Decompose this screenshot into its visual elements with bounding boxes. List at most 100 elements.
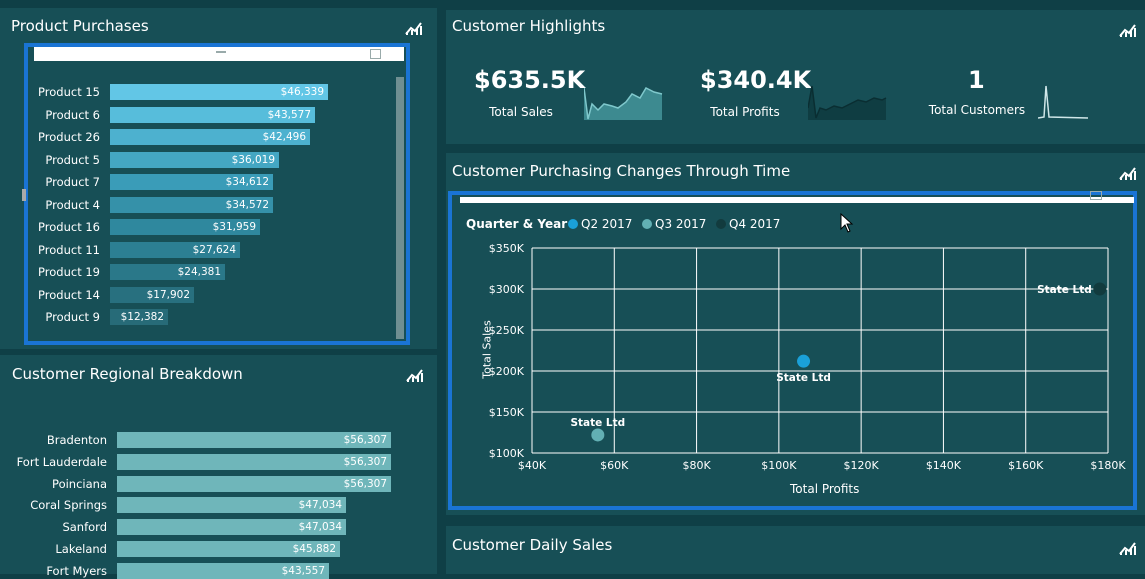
- total-profits-value: $340.4K: [700, 66, 812, 94]
- more-options-icon[interactable]: [216, 51, 226, 53]
- x-tick-label: $100K: [761, 459, 797, 472]
- bar-value-label: $45,882: [292, 543, 336, 555]
- bar[interactable]: [117, 497, 346, 514]
- legend-label: Q3 2017: [655, 217, 707, 231]
- customer-highlights-title: Customer Highlights: [452, 17, 606, 35]
- analytics-icon[interactable]: [1118, 22, 1138, 38]
- bar-value-label: $17,902: [146, 288, 190, 301]
- bar-category-label: Product 9: [45, 310, 100, 324]
- product-purchases-panel: Product Purchases Product 15 $46,339 Produ…: [0, 8, 437, 349]
- y-tick-label: $200K: [489, 365, 525, 378]
- purchasing-changes-visual[interactable]: [448, 191, 1137, 510]
- bar-category-label: Product 6: [45, 107, 100, 122]
- legend-item-q2[interactable]: [568, 219, 578, 229]
- bar[interactable]: [117, 475, 391, 492]
- bar-category-label: Product 26: [38, 130, 100, 144]
- bar-value-label: $47,034: [298, 521, 342, 534]
- bar-category-label: Sanford: [62, 520, 107, 535]
- scrollbar[interactable]: [396, 77, 404, 339]
- bar-category-label: Product 7: [45, 175, 100, 189]
- scatter-point-label: State Ltd: [1037, 284, 1092, 296]
- total-profits-sparkline: [808, 85, 887, 120]
- bar[interactable]: [117, 519, 346, 536]
- bar[interactable]: [110, 84, 328, 100]
- bar-value-label: $47,034: [298, 499, 342, 512]
- bar[interactable]: [110, 151, 279, 168]
- focus-mode-icon[interactable]: [1090, 191, 1102, 200]
- x-tick-label: $40K: [518, 459, 547, 472]
- x-tick-label: $140K: [926, 459, 962, 472]
- legend-item-q3[interactable]: [642, 219, 652, 229]
- bar-category-label: Product 16: [38, 220, 100, 234]
- bar[interactable]: [117, 432, 391, 448]
- analytics-icon[interactable]: [404, 20, 424, 36]
- bar[interactable]: [110, 174, 273, 190]
- visual-header-bar: [460, 197, 1134, 203]
- legend-label: Q2 2017: [581, 217, 633, 231]
- bar-category-label: Fort Lauderdale: [16, 454, 107, 469]
- daily-sales-title: Customer Daily Sales: [452, 536, 613, 554]
- bar[interactable]: [117, 541, 340, 557]
- bar[interactable]: [110, 309, 168, 325]
- bar[interactable]: [110, 129, 310, 145]
- bar-value-label: $36,019: [231, 153, 275, 166]
- focus-mode-icon[interactable]: [370, 49, 381, 59]
- total-customers-sparkline: [1038, 85, 1089, 119]
- bar-value-label: $27,624: [192, 243, 236, 256]
- scatter-chart[interactable]: $40K $60K $80K $100K $120K $140K $160K $180K $10…: [446, 153, 1145, 515]
- bar[interactable]: [110, 219, 260, 235]
- bar-value-label: $34,612: [225, 176, 269, 188]
- bar-category-label: Lakeland: [55, 542, 107, 556]
- bar-category-label: Product 4: [45, 197, 100, 212]
- bar-value-label: $42,496: [262, 131, 306, 143]
- bar[interactable]: [110, 286, 194, 303]
- total-customers-label: Total Customers: [928, 103, 1026, 117]
- scatter-point[interactable]: [1093, 282, 1107, 296]
- visual-header-bar: [34, 47, 404, 61]
- bar-category-label: Product 5: [45, 152, 100, 167]
- legend-title: Quarter & Year: [466, 217, 568, 231]
- total-customers-value: 1: [968, 66, 985, 94]
- y-tick-label: $100K: [489, 447, 525, 460]
- bar-category-label: Product 15: [38, 85, 100, 99]
- bar[interactable]: [110, 106, 315, 123]
- x-tick-label: $160K: [1008, 459, 1044, 472]
- bar-value-label: $43,557: [281, 564, 325, 577]
- analytics-icon[interactable]: [405, 367, 425, 383]
- total-sales-value: $635.5K: [474, 66, 586, 94]
- mouse-cursor-icon: [840, 213, 854, 233]
- scatter-point[interactable]: [591, 428, 605, 442]
- regional-breakdown-title: Customer Regional Breakdown: [12, 365, 243, 383]
- total-sales-label: Total Sales: [489, 105, 553, 119]
- bar[interactable]: [110, 196, 273, 213]
- total-profits-label: Total Profits: [710, 105, 780, 119]
- y-tick-label: $250K: [489, 324, 525, 337]
- legend-label: Q4 2017: [729, 217, 781, 231]
- bar-category-label: Product 14: [38, 287, 100, 302]
- bar-value-label: $31,959: [212, 221, 256, 233]
- bar[interactable]: [110, 264, 225, 280]
- bar-category-label: Fort Myers: [46, 563, 107, 578]
- x-tick-label: $80K: [682, 459, 711, 472]
- x-tick-label: $120K: [844, 459, 880, 472]
- analytics-icon[interactable]: [1118, 165, 1138, 181]
- y-tick-label: $300K: [489, 283, 525, 296]
- scatter-point-label: State Ltd: [570, 417, 625, 429]
- x-axis-title: Total Profits: [790, 482, 860, 496]
- bar-value-label: $56,307: [343, 477, 387, 490]
- bar[interactable]: [117, 453, 391, 470]
- bar-category-label: Product 11: [38, 242, 100, 257]
- analytics-icon[interactable]: [1118, 540, 1138, 556]
- bar-category-label: Product 19: [38, 265, 100, 279]
- y-tick-label: $150K: [489, 406, 525, 419]
- total-sales-sparkline: [584, 87, 663, 120]
- scatter-point[interactable]: [797, 354, 811, 368]
- bar-value-label: $12,382: [120, 311, 164, 323]
- bar-category-label: Coral Springs: [30, 498, 107, 513]
- legend-item-q4[interactable]: [716, 219, 726, 229]
- bar-value-label: $56,307: [343, 434, 387, 446]
- bar[interactable]: [110, 241, 240, 258]
- customer-highlights-panel: Customer Highlights $635.5K Total Sales …: [446, 10, 1145, 144]
- resize-handle-left[interactable]: [22, 189, 26, 201]
- x-tick-label: $180K: [1090, 459, 1126, 472]
